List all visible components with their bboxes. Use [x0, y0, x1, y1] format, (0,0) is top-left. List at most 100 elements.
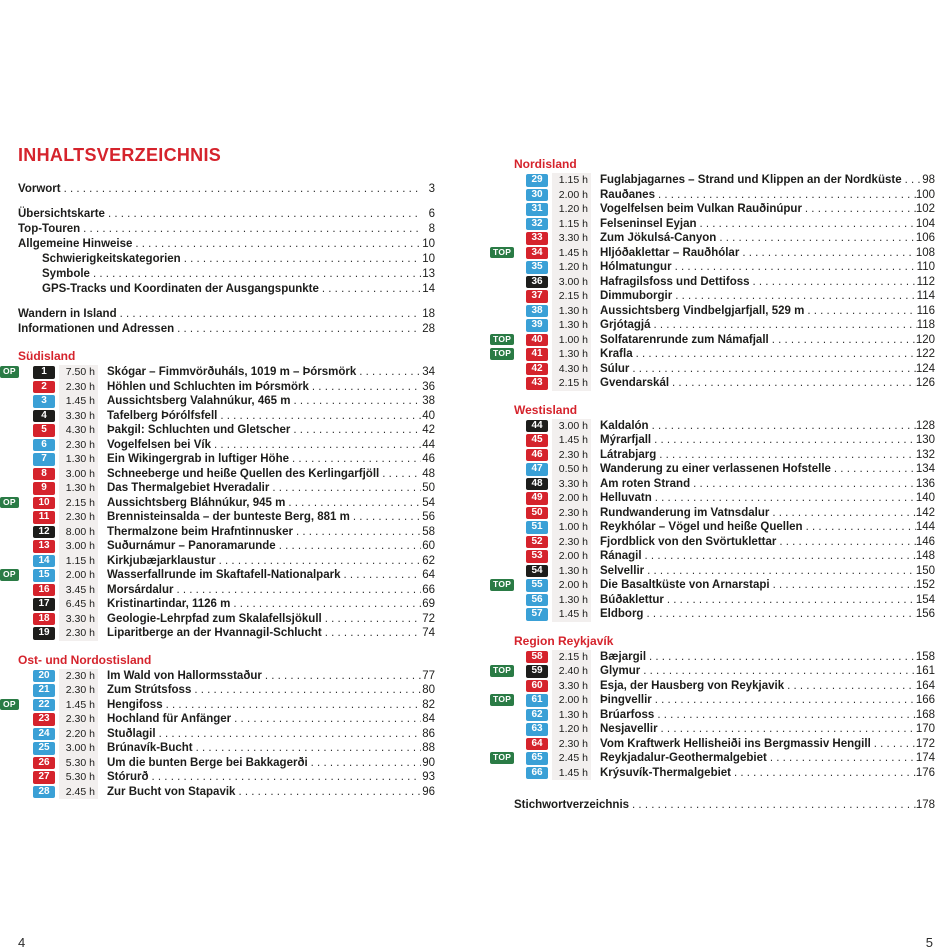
- page-number-left: 4: [18, 935, 26, 950]
- tour-row: 5 4.30 h Þakgil: Schluchten und Gletscher 4…: [18, 423, 435, 438]
- tour-duration: 1.20 h: [552, 202, 591, 217]
- dot-leader: [340, 568, 421, 583]
- tour-number-badge: 11: [33, 511, 55, 524]
- tour-title: Ránagil: [600, 550, 642, 562]
- tour-page: 96: [422, 785, 435, 798]
- tour-number-badge: 53: [526, 550, 548, 563]
- tour-number-badge: 46: [526, 448, 548, 461]
- tour-number-badge: 39: [526, 319, 548, 332]
- tour-row: 12 8.00 h Thermalzone beim Hrafntinnusker 5…: [18, 524, 435, 540]
- tour-row: 53 2.00 h Ránagil 148: [514, 549, 935, 564]
- tour-duration: 2.00 h: [552, 578, 591, 593]
- tour-duration: 3.30 h: [552, 231, 591, 246]
- entry-label: Schwierigkeitskategorien: [42, 253, 181, 265]
- tour-row: TOP 65 2.45 h Reykjadalur-Geothermalgebiet 1…: [490, 751, 935, 766]
- tour-page: 140: [915, 492, 935, 504]
- dot-leader: [289, 452, 421, 467]
- tour-number-badge: 26: [33, 756, 55, 769]
- tour-number-badge: 23: [33, 713, 55, 726]
- tour-title: Látrabjarg: [600, 448, 657, 461]
- tour-title: Stórurð: [107, 771, 149, 783]
- entry-label: Übersichtskarte: [18, 208, 105, 220]
- tour-page: 164: [915, 679, 935, 692]
- tour-page: 142: [915, 506, 935, 519]
- entry-page: 18: [422, 308, 435, 320]
- tour-title: Rundwanderung im Vatnsdalur: [600, 506, 770, 519]
- dot-leader: [293, 525, 421, 540]
- dot-leader: [652, 491, 916, 506]
- tour-title: Wasserfallrunde im Skaftafell-Nationalpa…: [107, 569, 341, 581]
- entry-page: 10: [422, 253, 435, 265]
- tour-duration: 2.30 h: [59, 379, 98, 394]
- dot-leader: [319, 282, 421, 297]
- toc-entry: Schwierigkeitskategorien 10: [18, 252, 435, 267]
- entry-page: 3: [428, 183, 435, 195]
- dot-leader: [285, 496, 421, 511]
- dot-leader: [117, 307, 421, 322]
- tour-title: Gvendarskál: [600, 377, 670, 389]
- tour-duration: 3.45 h: [59, 582, 98, 597]
- tour-duration: 4.30 h: [552, 361, 591, 376]
- tour-row: 11 2.30 h Brennisteinsalda – der bunteste …: [18, 510, 435, 525]
- entry-label: GPS-Tracks und Koordinaten der Ausgangsp…: [42, 283, 319, 295]
- tour-page: 124: [915, 362, 935, 375]
- tour-duration: 2.40 h: [552, 664, 591, 679]
- dot-leader: [235, 785, 421, 800]
- tour-title: Hengifoss: [107, 698, 163, 711]
- tour-page: 88: [422, 742, 435, 754]
- tour-page: 90: [422, 756, 435, 769]
- tour-number-badge: 47: [526, 463, 548, 476]
- tour-title: Höhlen und Schluchten im Þórsmörk: [107, 380, 309, 393]
- tour-row: 62 1.30 h Brúarfoss 168: [514, 707, 935, 722]
- entry-page: 178: [915, 799, 935, 811]
- tour-title: Vom Kraftwerk Hellisheiði ins Bergmassiv…: [600, 737, 871, 750]
- tour-number-badge: 55: [526, 579, 548, 592]
- toc-entry: GPS-Tracks und Koordinaten der Ausgangsp…: [18, 282, 435, 297]
- tour-row: 28 2.45 h Zur Bucht von Stapavik 96: [18, 784, 435, 800]
- tour-title: Aussichtsberg Bláhnúkur, 945 m: [107, 496, 286, 509]
- dot-leader: [652, 693, 916, 708]
- tour-duration: 3.00 h: [59, 466, 98, 481]
- tour-duration: 1.00 h: [552, 520, 591, 535]
- tour-row: 30 2.00 h Rauðanes 100: [514, 187, 935, 202]
- tour-number-badge: 37: [526, 290, 548, 303]
- tour-page: 122: [915, 348, 935, 360]
- tour-row: 7 1.30 h Ein Wikingergrab in luftiger Höhe…: [18, 452, 435, 467]
- tour-duration: 5.30 h: [59, 770, 98, 785]
- page-title: INHALTSVERZEICHNIS: [18, 145, 222, 165]
- tour-row: 52 2.30 h Fjordblick von den Svörtuklettar…: [514, 534, 935, 549]
- dot-leader: [149, 770, 421, 785]
- entry-page: 28: [422, 323, 435, 335]
- toc-section: Region Reykjavík 58 2.15 h Bæjargil 158 TOP 59…: [490, 634, 935, 780]
- tour-title: Aussichtsberg Vindbelgjarfjall, 529 m: [600, 304, 805, 317]
- toc-entry: Top-Touren 8: [18, 222, 435, 237]
- tour-row: 39 1.30 h Grjótagjá 118: [514, 318, 935, 333]
- tour-title: Vogelfelsen bei Vík: [107, 438, 211, 451]
- dot-leader: [672, 260, 917, 275]
- top-badge: OP: [0, 698, 19, 710]
- entry-page: 8: [428, 223, 435, 235]
- tour-row: 37 2.15 h Dimmuborgir 114: [514, 289, 935, 304]
- section-header: Nordisland: [514, 157, 577, 171]
- dot-leader: [90, 267, 421, 282]
- tour-row: 64 2.30 h Vom Kraftwerk Hellisheiði ins Be…: [514, 736, 935, 751]
- tour-page: 64: [422, 569, 435, 581]
- dot-leader: [669, 376, 916, 391]
- tour-page: 148: [915, 550, 935, 562]
- tour-row: 26 5.30 h Um die bunten Berge bei Bakkager…: [18, 755, 435, 770]
- tour-page: 98: [922, 174, 935, 186]
- tour-title: Mýrarfjall: [600, 434, 652, 446]
- tour-row: 46 2.30 h Látrabjarg 132: [514, 447, 935, 462]
- toc-entry: Wandern in Island 18: [18, 307, 435, 322]
- tour-title: Nesjavellir: [600, 723, 658, 735]
- tour-title: Kirkjubæjarklaustur: [107, 554, 216, 567]
- tour-title: Dimmuborgir: [600, 290, 673, 302]
- tour-page: 48: [422, 467, 435, 480]
- tour-page: 176: [915, 766, 935, 779]
- tour-number-badge: 15: [33, 569, 55, 582]
- tour-number-badge: 50: [526, 506, 548, 519]
- tour-duration: 2.30 h: [59, 437, 98, 452]
- tour-number-badge: 9: [33, 482, 55, 495]
- entry-label: Stichwortverzeichnis: [514, 799, 630, 811]
- tour-row: 13 3.00 h Suðurnámur – Panoramarunde 60: [18, 539, 435, 554]
